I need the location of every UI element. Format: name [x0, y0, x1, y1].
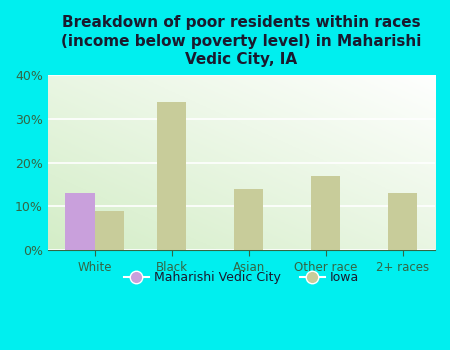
Bar	[311, 176, 340, 250]
Bar	[157, 102, 186, 250]
Title: Breakdown of poor residents within races
(income below poverty level) in Maharis: Breakdown of poor residents within races…	[61, 15, 422, 67]
Bar	[234, 189, 263, 250]
Bar	[388, 193, 418, 250]
Bar	[65, 193, 94, 250]
Legend: Maharishi Vedic City, Iowa: Maharishi Vedic City, Iowa	[119, 266, 364, 289]
Bar	[94, 211, 124, 250]
